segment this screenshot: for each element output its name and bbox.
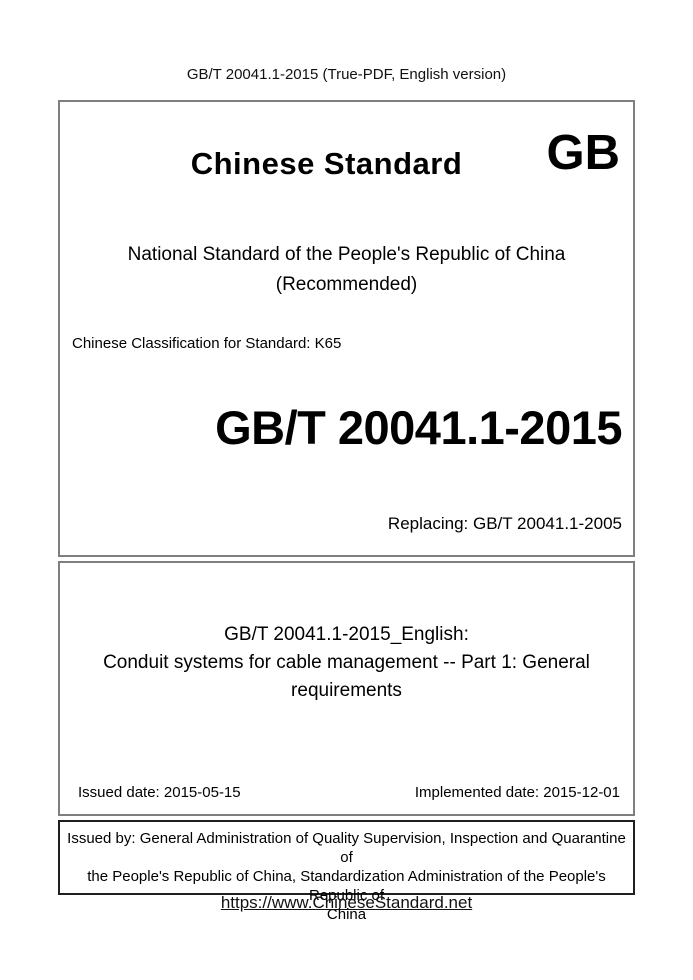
issuer-box: Issued by: General Administration of Qua… [58,820,635,923]
english-title-line: GB/T 20041.1-2015_English: [224,624,469,645]
national-standard-title: National Standard of the People's Republ… [127,244,566,265]
title-box: GB/T 20041.1-2015_English: Conduit syste… [58,561,635,816]
national-standard-block: National Standard of the People's Republ… [60,240,633,300]
dates-row: Issued date: 2015-05-15 Implemented date… [78,784,620,801]
implemented-date: Implemented date: 2015-12-01 [414,784,620,801]
issuer-line: the People's Republic of China, Standard… [87,868,606,904]
issued-date: Issued date: 2015-05-15 [78,784,241,801]
footer-link[interactable]: https://www.ChineseStandard.net [220,893,473,912]
english-title-line: requirements [291,680,402,701]
footer-url-container: https://www.ChineseStandard.net [0,893,693,913]
gb-logo: GB [546,126,621,180]
standard-number: GB/T 20041.1-2015 [215,401,622,454]
english-title-block: GB/T 20041.1-2015_English: Conduit syste… [60,621,633,705]
page-header-title: GB/T 20041.1-2015 (True-PDF, English ver… [186,66,507,83]
brand-title: Chinese Standard [190,146,463,181]
cover-box: Chinese Standard GB National Standard of… [58,100,635,557]
recommended-subtitle: (Recommended) [275,274,418,295]
issuer-line: Issued by: General Administration of Qua… [67,830,626,866]
english-title-line: Conduit systems for cable management -- … [103,652,590,673]
replacing-note: Replacing: GB/T 20041.1-2005 [387,514,622,533]
issuer-line: China [326,906,367,923]
classification-note: Chinese Classification for Standard: K65 [72,335,342,352]
